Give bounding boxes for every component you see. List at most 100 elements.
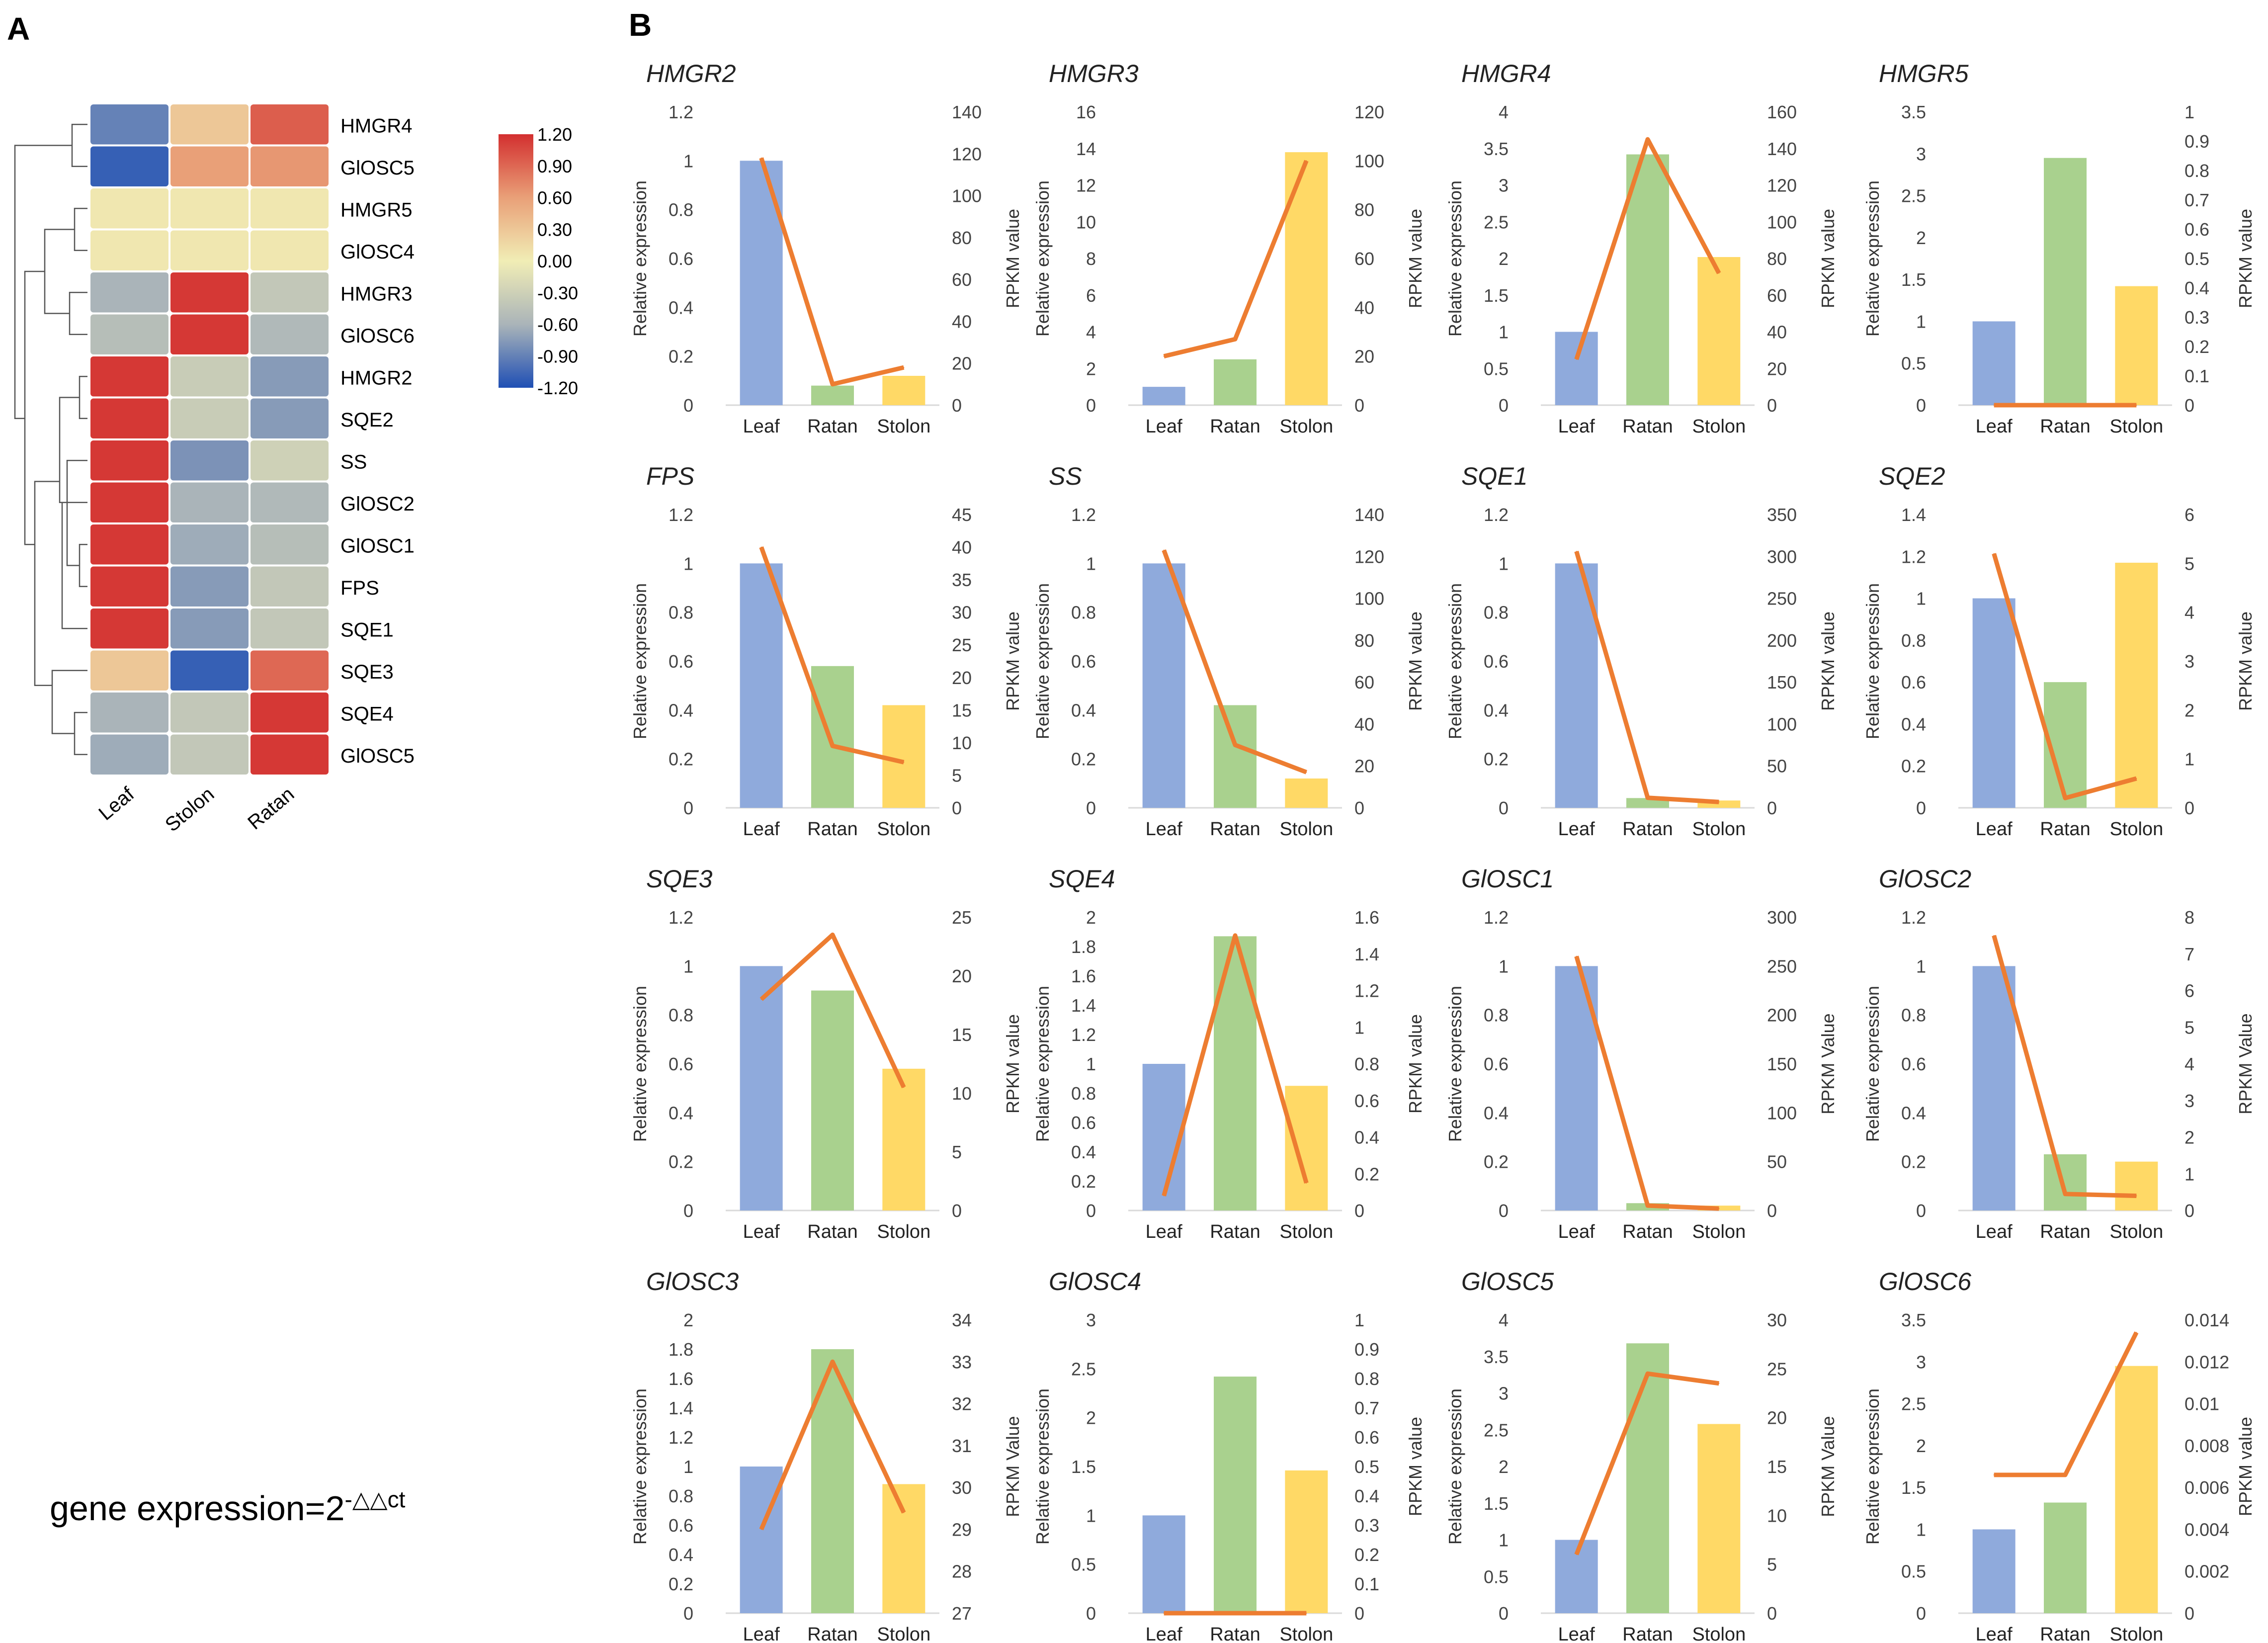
bar-stolon: [882, 1484, 925, 1613]
y-axis-title: Relative expression: [1032, 986, 1053, 1142]
y-tick-label: 0.8: [1484, 1005, 1509, 1026]
y2-tick-label: 100: [1354, 151, 1384, 171]
y2-tick-label: 100: [1767, 212, 1797, 232]
y2-tick-label: 150: [1767, 672, 1797, 692]
rpkm-point: [903, 762, 905, 763]
rpkm-point: [1576, 551, 1577, 552]
y-tick-label: 0: [1499, 798, 1509, 818]
y-tick-label: 0.6: [1071, 651, 1096, 672]
y-axis-title: Relative expression: [1445, 986, 1465, 1142]
y-tick-label: 0.4: [669, 1103, 693, 1123]
heatmap-cell-ss-stolon: [170, 440, 249, 481]
y-axis-title: Relative expression: [630, 180, 650, 337]
bar-leaf: [1142, 387, 1185, 405]
y-tick-label: 2: [1086, 907, 1096, 928]
chart-title: GlOSC6: [1879, 1268, 1971, 1296]
y2-tick-label: 140: [1354, 505, 1384, 525]
y-axis-title: Relative expression: [1862, 986, 1883, 1142]
panel-label-b: B: [629, 7, 652, 43]
y2-tick-label: 30: [1767, 1310, 1787, 1330]
x-tick-label: Leaf: [1146, 1221, 1182, 1242]
heatmap-row-label: GlOSC1: [340, 535, 415, 557]
heatmap-cell-fps-leaf: [90, 566, 168, 606]
y-tick-label: 1.2: [1901, 907, 1926, 928]
y2-tick-label: 0.2: [1354, 1164, 1379, 1184]
y-tick-label: 1.2: [669, 505, 693, 525]
chart-title: SQE1: [1461, 462, 1527, 490]
heatmap-cell-hmgr5-leaf: [90, 188, 168, 229]
y2-tick-label: 29: [952, 1519, 972, 1540]
y-axis-title: Relative expression: [1032, 1388, 1053, 1545]
y-tick-label: 1.5: [1484, 285, 1509, 306]
chart-glosc6: GlOSC6 0 0.5 1 1.5 2 2.5 3 3.5 0 0.002 0.004 0.006 0.…: [1862, 1268, 2256, 1643]
x-tick-label: Stolon: [877, 1221, 930, 1242]
bar-stolon: [1697, 1424, 1741, 1613]
y-tick-label: 0: [1086, 798, 1096, 818]
chart-glosc1: GlOSC1 0 0.2 0.4 0.6 0.8 1 1.2 0 50 100 150 200 250 30…: [1445, 865, 1838, 1242]
y2-tick-label: 50: [1767, 1152, 1787, 1172]
y2-tick-label: 20: [1354, 346, 1374, 367]
x-tick-label: Ratan: [1210, 416, 1260, 437]
y-tick-label: 1: [1916, 589, 1926, 609]
y2-tick-label: 250: [1767, 956, 1797, 976]
y2-tick-label: 0: [1354, 1603, 1364, 1624]
y-tick-label: 3: [1499, 175, 1509, 196]
y-tick-label: 1: [1499, 1530, 1509, 1551]
y2-tick-label: 200: [1767, 1005, 1797, 1026]
y2-tick-label: 25: [1767, 1359, 1787, 1379]
chart-title: SQE4: [1049, 865, 1115, 893]
y-tick-label: 0.2: [1071, 1171, 1096, 1192]
y-tick-label: 0.4: [1484, 700, 1509, 720]
bar-ratan: [1214, 705, 1257, 808]
y2-tick-label: 0: [2184, 798, 2194, 818]
y2-tick-label: 1: [1354, 1017, 1364, 1038]
heatmap-row-label: GlOSC4: [340, 241, 415, 263]
y-tick-label: 0: [1499, 1603, 1509, 1624]
rpkm-point: [2065, 797, 2066, 799]
heatmap-cell-sqe1-ratan: [251, 608, 329, 649]
y2-tick-label: 30: [952, 603, 972, 623]
y2-tick-label: 0.5: [2184, 249, 2209, 269]
heatmap-cell-glosc2-leaf: [90, 482, 168, 522]
y2-tick-label: 40: [952, 311, 972, 332]
y-tick-label: 0.8: [669, 1005, 693, 1026]
y2-tick-label: 0: [2184, 1201, 2194, 1221]
y-tick-label: 1: [1086, 553, 1096, 574]
y2-tick-label: 30: [952, 1477, 972, 1498]
rpkm-point: [1993, 935, 1995, 936]
heatmap-cell-glosc1-stolon: [170, 524, 249, 565]
chart-glosc5: GlOSC5 0 0.5 1 1.5 2 2.5 3 3.5 4 0 5 10 15 20 25 30 Relat…: [1445, 1268, 1838, 1643]
y2-tick-label: 5: [952, 1142, 962, 1162]
heatmap-cell-glosc1-leaf: [90, 524, 168, 565]
y-tick-label: 14: [1076, 139, 1096, 159]
rpkm-point: [2136, 405, 2137, 406]
y-axis-title: Relative expression: [1445, 180, 1465, 337]
x-tick-label: Stolon: [1279, 819, 1333, 840]
y2-tick-label: 15: [952, 1025, 972, 1045]
y-tick-label: 0.4: [1071, 1142, 1096, 1162]
y-axis-title: Relative expression: [1032, 180, 1053, 337]
colorbar-tick: 1.20: [537, 124, 572, 145]
y2-tick-label: 0.4: [1354, 1127, 1379, 1148]
rpkm-point: [1235, 339, 1236, 340]
y2-tick-label: 0: [1354, 798, 1364, 818]
y2-tick-label: 1.4: [1354, 944, 1379, 964]
x-tick-label: Leaf: [1558, 1624, 1595, 1643]
heatmap-cell-glosc1-ratan: [251, 524, 329, 565]
heatmap-cell-glosc5-leaf: [90, 734, 168, 775]
colorbar-tick: -0.60: [537, 315, 578, 335]
y2-tick-label: 120: [952, 144, 982, 164]
y2-axis-title: RPKM value: [1818, 209, 1838, 308]
rpkm-point: [1993, 1474, 1995, 1475]
y2-tick-label: 200: [1767, 630, 1797, 651]
formula-exponent: -△△ct: [345, 1486, 406, 1512]
y2-tick-label: 0: [1354, 395, 1364, 416]
colorbar-tick: 0.00: [537, 251, 572, 271]
colorbar-tick: -1.20: [537, 378, 578, 398]
y-tick-label: 0.2: [1484, 749, 1509, 770]
y2-tick-label: 120: [1354, 102, 1384, 122]
y2-axis-title: RPKM value: [1003, 1014, 1023, 1114]
y2-tick-label: 28: [952, 1561, 972, 1582]
chart-sqe1: SQE1 0 0.2 0.4 0.6 0.8 1 1.2 0 50 100 150 200 250 300 3…: [1445, 462, 1838, 840]
y-tick-label: 2: [1916, 228, 1926, 248]
